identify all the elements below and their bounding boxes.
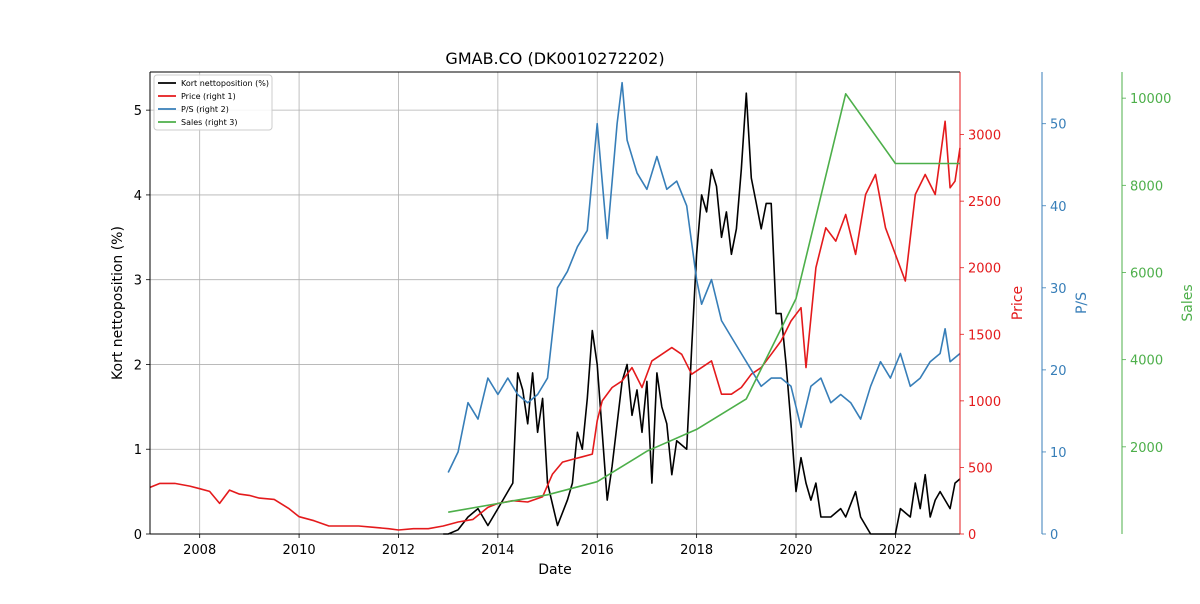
right1-tick-label: 0 — [968, 528, 976, 543]
legend-label: Kort nettoposition (%) — [181, 79, 269, 88]
right2-tick-label: 50 — [1050, 118, 1067, 133]
left-tick-label: 1 — [134, 443, 142, 458]
x-tick-label: 2018 — [680, 543, 713, 558]
x-axis-label: Date — [538, 562, 571, 578]
legend: Kort nettoposition (%) Price (right 1) P/S… — [153, 74, 273, 131]
x-tick-label: 2016 — [581, 543, 614, 558]
right3-tick-label: 4000 — [1130, 354, 1163, 369]
left-tick-label: 3 — [134, 274, 142, 289]
right1-tick-label: 1500 — [968, 328, 1001, 343]
right1-tick-label: 1000 — [968, 395, 1001, 410]
right2-tick-label: 0 — [1050, 528, 1058, 543]
series-line-3 — [448, 93, 960, 513]
right3-axis-label: Sales — [1180, 284, 1196, 321]
x-tick-label: 2020 — [779, 543, 812, 558]
right2-tick-label: 40 — [1050, 200, 1067, 215]
right2-axis-label: P/S — [1074, 292, 1090, 314]
x-tick-label: 2014 — [481, 543, 514, 558]
left-tick-label: 5 — [134, 104, 142, 119]
series-line-2 — [447, 81, 961, 473]
left-tick-label: 2 — [134, 358, 142, 373]
right2-tick-label: 30 — [1050, 282, 1067, 297]
right1-tick-label: 2500 — [968, 195, 1001, 210]
right3-tick-label: 6000 — [1130, 266, 1163, 281]
series-line-0 — [443, 92, 961, 535]
series-line-1 — [149, 120, 961, 531]
right3-tick-label: 2000 — [1130, 441, 1163, 456]
right1-axis-label: Price — [1010, 286, 1026, 320]
right3-tick-label: 10000 — [1130, 92, 1171, 107]
x-tick-label: 2012 — [382, 543, 415, 558]
grid — [150, 72, 960, 535]
x-tick-label: 2008 — [183, 543, 216, 558]
left-axis-label: Kort nettoposition (%) — [110, 226, 126, 380]
x-tick-label: 2022 — [879, 543, 912, 558]
legend-box — [153, 74, 273, 131]
x-tick-label: 2010 — [283, 543, 316, 558]
legend-label: Price (right 1) — [181, 92, 236, 101]
right3-tick-label: 8000 — [1130, 179, 1163, 194]
legend-label: P/S (right 2) — [181, 105, 229, 114]
series-layer — [149, 81, 961, 535]
right1-tick-label: 3000 — [968, 129, 1001, 144]
left-tick-label: 0 — [134, 528, 142, 543]
chart-title: GMAB.CO (DK0010272202) — [445, 49, 664, 68]
right2-tick-label: 20 — [1050, 364, 1067, 379]
plot-frame — [149, 71, 961, 535]
right1-tick-label: 500 — [968, 461, 993, 476]
right2-tick-label: 10 — [1050, 446, 1067, 461]
legend-label: Sales (right 3) — [181, 118, 238, 127]
left-tick-label: 4 — [134, 189, 142, 204]
right1-tick-label: 2000 — [968, 262, 1001, 277]
axes-layer: 2008 2010 2012 2014 2016 2018 2020 2022012345Ko… — [110, 72, 1196, 558]
